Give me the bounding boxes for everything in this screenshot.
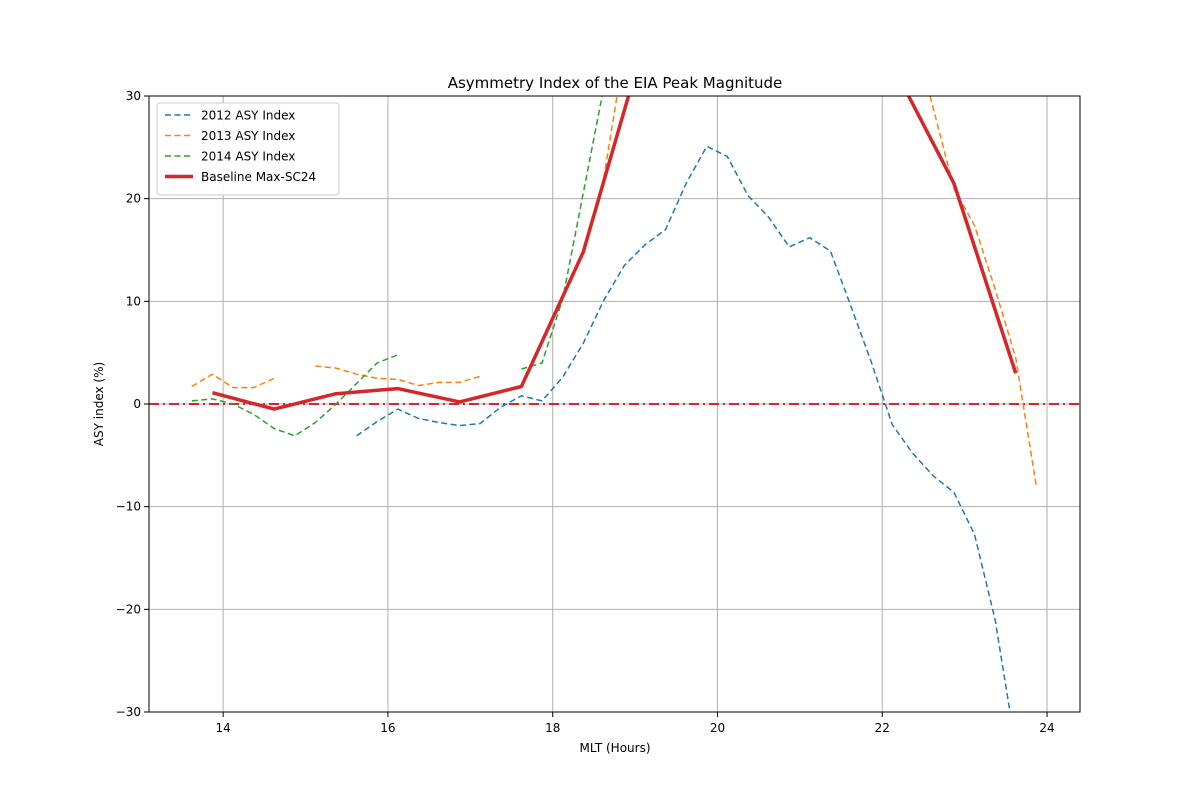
- y-tick-label: 30: [126, 89, 141, 103]
- y-tick-label: −10: [116, 500, 141, 514]
- legend-label: Baseline Max-SC24: [201, 170, 316, 184]
- x-tick-label: 14: [216, 721, 231, 735]
- x-axis-label: MLT (Hours): [579, 741, 650, 755]
- y-tick-label: −20: [116, 602, 141, 616]
- series-line-2013-asy-index: [191, 373, 275, 389]
- legend-box: [156, 102, 340, 196]
- y-tick-label: 20: [126, 192, 141, 206]
- series-line-2013-asy-index: [603, 96, 618, 179]
- y-tick-label: 0: [133, 397, 141, 411]
- series-line-2014-asy-index: [191, 354, 399, 437]
- legend: 2012 ASY Index 2013 ASY Index 2014 ASY Ind…: [156, 102, 340, 196]
- legend-label: 2013 ASY Index: [201, 129, 295, 143]
- y-axis-label: ASY index (%): [92, 362, 106, 446]
- x-tick-label: 20: [710, 721, 725, 735]
- series-line-baseline-max-sc24: [907, 96, 1018, 374]
- data-lines: [191, 96, 1038, 712]
- legend-label: 2012 ASY Index: [201, 109, 295, 123]
- x-tick-label: 16: [380, 721, 395, 735]
- chart-title: Asymmetry Index of the EIA Peak Magnitud…: [448, 74, 783, 92]
- x-tick-label: 22: [875, 721, 890, 735]
- series-line-2012-asy-index: [356, 145, 1011, 712]
- axis-ticks: 14 16 18 20 22 24 −30 −20 −10 0 10 20 30: [116, 89, 1055, 735]
- series-line-baseline-max-sc24: [211, 96, 631, 411]
- x-tick-label: 24: [1039, 721, 1054, 735]
- y-tick-label: −30: [116, 705, 141, 719]
- legend-label: 2014 ASY Index: [201, 150, 295, 164]
- x-tick-label: 18: [545, 721, 560, 735]
- y-tick-label: 10: [126, 294, 141, 308]
